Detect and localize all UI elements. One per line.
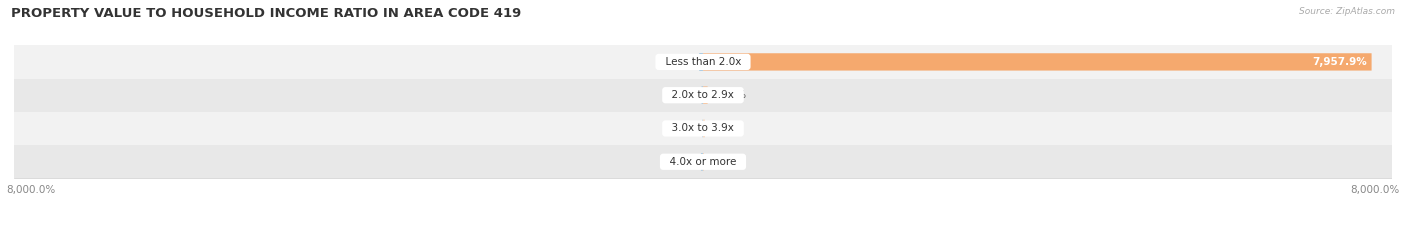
Text: 8.9%: 8.9% [709,157,735,167]
Text: 22.5%: 22.5% [710,123,742,134]
Text: 3.0x to 3.9x: 3.0x to 3.9x [665,123,741,134]
Text: 45.3%: 45.3% [661,57,695,67]
Text: 2.0x to 2.9x: 2.0x to 2.9x [665,90,741,100]
FancyBboxPatch shape [703,120,704,137]
Bar [14,79,1392,112]
Text: 7,957.9%: 7,957.9% [1312,57,1367,67]
Bar [14,45,1392,79]
Text: PROPERTY VALUE TO HOUSEHOLD INCOME RATIO IN AREA CODE 419: PROPERTY VALUE TO HOUSEHOLD INCOME RATIO… [11,7,522,20]
Text: 11.0%: 11.0% [664,123,697,134]
Text: 17.9%: 17.9% [664,90,696,100]
FancyBboxPatch shape [702,86,703,104]
Bar [14,145,1392,178]
Text: 4.0x or more: 4.0x or more [664,157,742,167]
Text: Less than 2.0x: Less than 2.0x [658,57,748,67]
Text: 24.9%: 24.9% [662,157,696,167]
FancyBboxPatch shape [702,153,703,170]
Bar [14,112,1392,145]
FancyBboxPatch shape [703,53,1372,71]
Text: 55.5%: 55.5% [713,90,745,100]
Text: Source: ZipAtlas.com: Source: ZipAtlas.com [1299,7,1395,16]
FancyBboxPatch shape [703,86,707,104]
FancyBboxPatch shape [699,53,703,71]
